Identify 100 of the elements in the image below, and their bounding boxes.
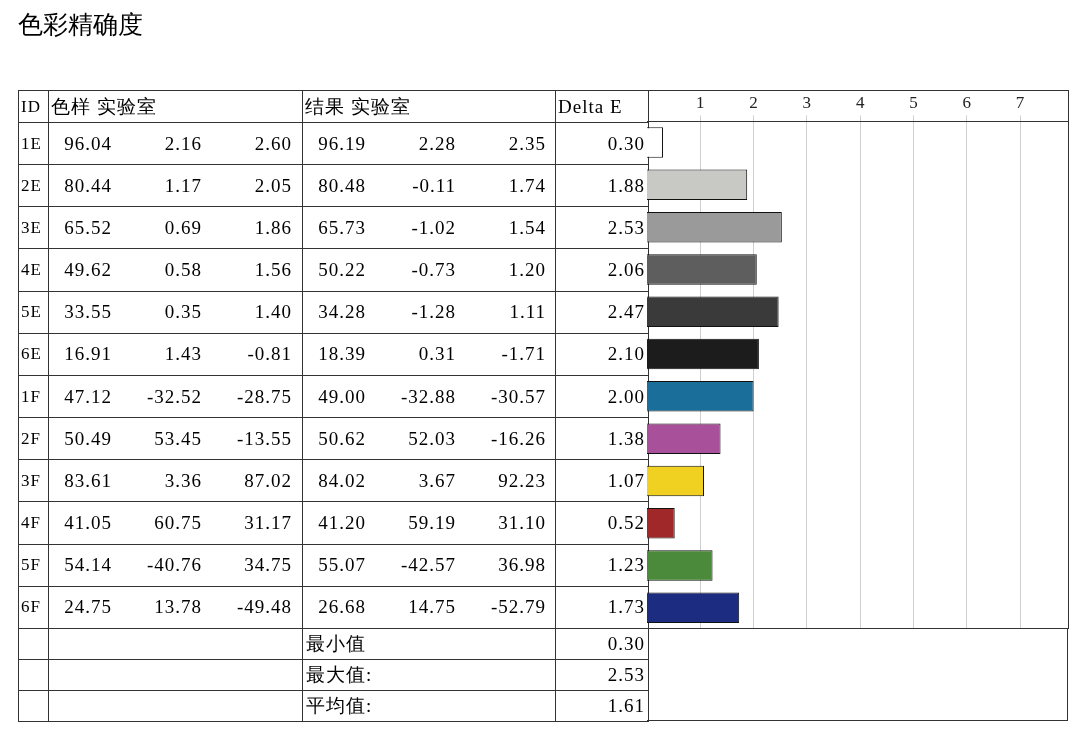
text: 2.53 (555, 659, 649, 691)
text: 2.35 (507, 132, 546, 155)
y-tick-label: 4F (18, 501, 49, 545)
text: 50.49 (63, 427, 112, 450)
text: 26.68 (317, 596, 366, 619)
text: 60.75 (153, 511, 202, 534)
text: ID (18, 90, 49, 123)
text: 最大值: (302, 659, 556, 691)
y-tick-label: 1F (18, 375, 49, 418)
text: 36.98 (497, 554, 546, 577)
text: -1.02 (410, 216, 456, 239)
text: -16.26 (489, 427, 546, 450)
y-tick-label: 6E (18, 333, 49, 376)
x2-tick-label: 2 (749, 92, 758, 112)
text: 65.52 (63, 216, 112, 239)
text: Delta E (555, 90, 649, 123)
text: -32.88 (399, 385, 456, 408)
text: 0.58 (163, 259, 202, 282)
text: 0.31 (417, 343, 456, 366)
text: 1.11 (508, 301, 546, 324)
text: 1.20 (507, 259, 546, 282)
text: -0.73 (410, 259, 456, 282)
text: 1.54 (507, 216, 546, 239)
text: 1.56 (253, 259, 292, 282)
text: 0.30 (555, 628, 649, 660)
text: -0.81 (246, 343, 292, 366)
text: 50.22 (317, 259, 366, 282)
text: 87.02 (243, 469, 292, 492)
text: 83.61 (63, 469, 112, 492)
text: 80.48 (317, 174, 366, 197)
text: 结果 实验室 (302, 90, 556, 123)
data-label: 0.30 (555, 122, 649, 165)
text: 1.17 (163, 174, 202, 197)
text: 色样 实验室 (48, 90, 303, 123)
data-label: 2.53 (555, 206, 649, 249)
text: -30.57 (489, 385, 546, 408)
text: 33.55 (63, 301, 112, 324)
text: 3.36 (163, 469, 202, 492)
text: 49.62 (63, 259, 112, 282)
text: 13.78 (153, 596, 202, 619)
text: 65.73 (317, 216, 366, 239)
text: -40.76 (145, 554, 202, 577)
text: 96.19 (317, 132, 366, 155)
text: 41.05 (63, 511, 112, 534)
text: 色彩精确度 (18, 9, 143, 41)
text: 80.44 (63, 174, 112, 197)
text: 1.43 (163, 343, 202, 366)
data-label: 1.23 (555, 544, 649, 587)
data-label: 2.06 (555, 248, 649, 292)
text: -42.57 (399, 554, 456, 577)
text: 0.69 (163, 216, 202, 239)
x2-tick-label: 7 (1015, 92, 1025, 112)
text: 41.20 (317, 511, 366, 534)
text: 92.23 (497, 469, 546, 492)
text: 55.07 (317, 554, 366, 577)
y-tick-label: 3E (18, 206, 49, 249)
data-label: 2.10 (555, 333, 649, 376)
text: 0.35 (163, 301, 202, 324)
text: 2.05 (253, 174, 292, 197)
text: 1.86 (253, 216, 292, 239)
y-tick-label: 2F (18, 417, 49, 460)
text: 50.62 (317, 427, 366, 450)
y-tick-label: 5E (18, 291, 49, 334)
y-tick-label: 4E (18, 248, 49, 292)
text: 3.67 (417, 469, 456, 492)
text: 1.40 (253, 301, 292, 324)
text: -32.52 (145, 385, 202, 408)
y-tick-label: 2E (18, 164, 49, 207)
data-label: 2.47 (555, 291, 649, 334)
data-label: 2.00 (555, 375, 649, 418)
text: 14.75 (407, 596, 456, 619)
x2-tick-label: 5 (909, 92, 918, 112)
text: 最小值 (302, 628, 556, 660)
text: 18.39 (317, 343, 366, 366)
text: -52.79 (489, 596, 546, 619)
text: 52.03 (407, 427, 456, 450)
x2-tick-label: 4 (855, 92, 865, 112)
text: 84.02 (317, 469, 366, 492)
text: 53.45 (153, 427, 202, 450)
x2-tick-label: 6 (962, 92, 971, 112)
text: 2.28 (417, 132, 456, 155)
y-tick-label: 5F (18, 544, 49, 587)
text: -1.28 (410, 301, 456, 324)
y-tick-label: 1E (18, 122, 49, 165)
data-label: 1.38 (555, 417, 649, 460)
data-label: 0.52 (555, 501, 649, 545)
text: -28.75 (235, 385, 292, 408)
text: 2.60 (253, 132, 292, 155)
text: 34.75 (243, 554, 292, 577)
text: 2.16 (163, 132, 202, 155)
text: 96.04 (63, 132, 112, 155)
data-label: 1.07 (555, 459, 649, 502)
text: -1.71 (500, 343, 546, 366)
text: 16.91 (63, 343, 112, 366)
y-tick-label: 6F (18, 586, 49, 629)
data-label: 1.88 (555, 164, 649, 207)
text: 49.00 (317, 385, 366, 408)
text: 1.74 (507, 174, 546, 197)
text: 54.14 (63, 554, 112, 577)
data-label: 1.73 (555, 586, 649, 629)
